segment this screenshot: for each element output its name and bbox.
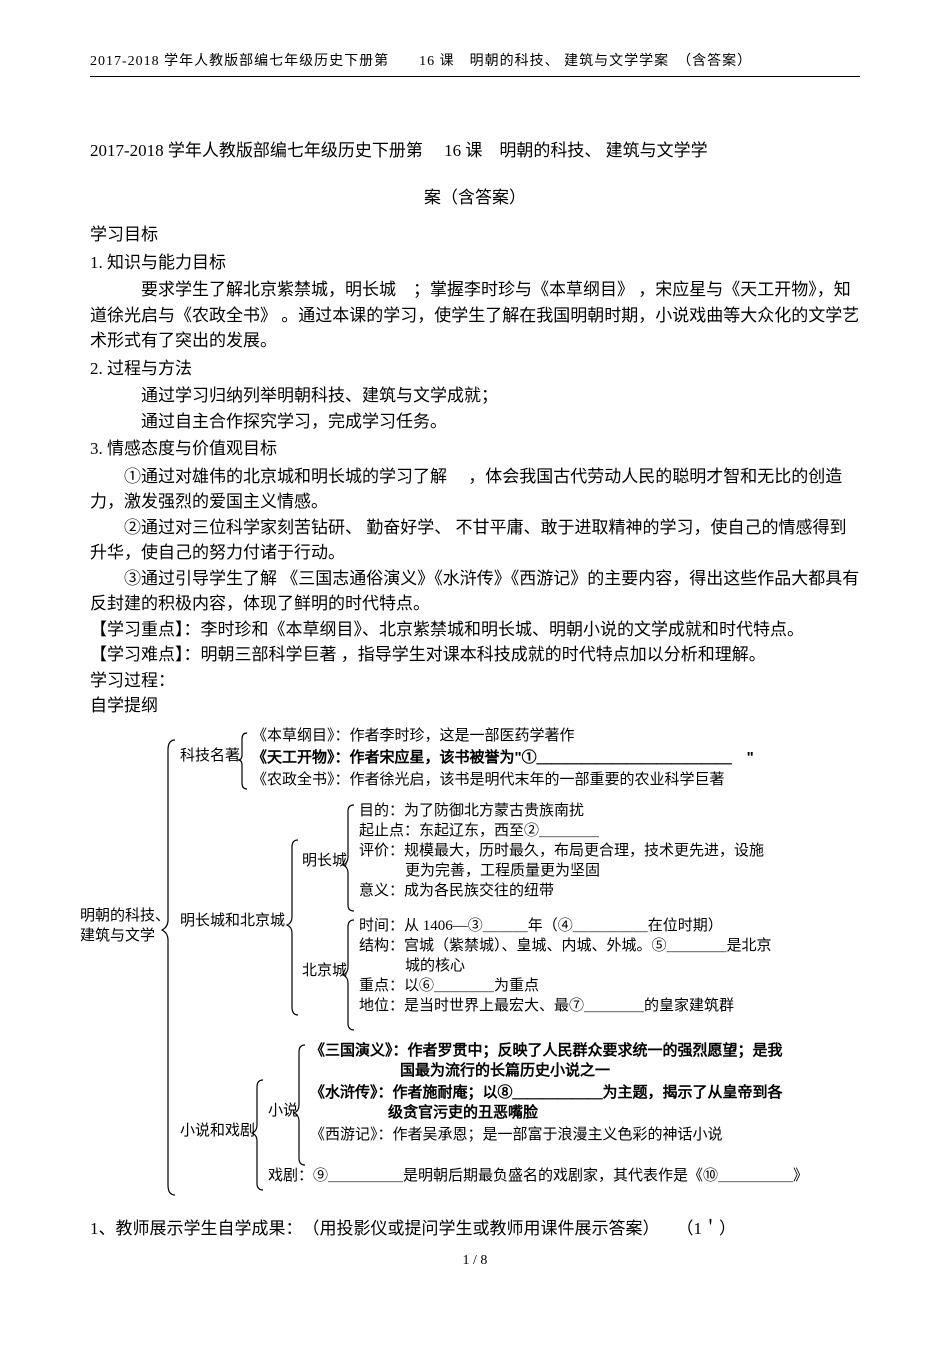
tree-root-line1: 明朝的科技、 xyxy=(80,907,170,924)
tech-item-1: 《本草纲目》：作者李时珍，这是一部医药学著作 xyxy=(252,727,575,744)
branch-tech: 科技名著 xyxy=(180,747,240,764)
goal-2-text-2: 通过自主合作探究学习，完成学习任务。 xyxy=(90,409,860,435)
drama-line: 戏剧：⑨＿＿＿＿＿是明朝后期最负盛名的戏剧家，其代表作是《⑩＿＿＿＿＿》 xyxy=(268,1167,808,1184)
wall-item-3a: 评价：规模最大，历时最久，布局更合理，技术更先进，设施 xyxy=(359,842,764,859)
wall-city-bracket xyxy=(287,840,298,1015)
beijing-item-4: 地位：是当时世界上最宏大、最⑦＿＿＿＿的皇家建筑群 xyxy=(359,997,734,1014)
page: 2017-2018 学年人教版部编七年级历史下册第 16 课 明朝的科技、 建筑… xyxy=(0,0,950,1299)
goal-2-heading: 2. 过程与方法 xyxy=(90,356,860,382)
outline-tree-diagram: 明朝的科技、 建筑与文学 科技名著 《本草纲目》：作者李时珍，这是一部医药学著作… xyxy=(80,725,860,1210)
keypoint: 【学习重点】：李时珍和《本草纲目》、北京紫禁城和明长城、明朝小说的文学成就和时代… xyxy=(90,617,860,643)
outline-heading: 自学提纲 xyxy=(90,693,860,719)
novel-item-1b: 国最为流行的长篇历史小说之一 xyxy=(400,1061,610,1079)
goal-3-heading: 3. 情感态度与价值观目标 xyxy=(90,436,860,462)
goal-2-text-1: 通过学习归纳列举明朝科技、建筑与文学成就； xyxy=(90,383,860,409)
document-title-line2: 案（含答案） xyxy=(90,183,860,208)
branch-novel-drama: 小说和戏剧 xyxy=(180,1122,255,1139)
page-number: 1 / 8 xyxy=(90,1253,860,1269)
novel-item-1a: 《三国演义》：作者罗贯中；反映了人民群众要求统一的强烈愿望；是我 xyxy=(310,1041,783,1059)
goal-3-text-1: ①通过对雄伟的北京城和明长城的学习了解 ，体会我国古代劳动人民的聪明才智和无比的… xyxy=(90,464,860,515)
tree-root-line2: 建筑与文学 xyxy=(80,927,155,944)
novel-item-2b: 级贪官污吏的丑恶嘴脸 xyxy=(388,1103,539,1121)
beijing-item-3: 重点：以⑥＿＿＿＿为重点 xyxy=(359,977,539,994)
goal-3-text-3: ③通过引导学生了解 《三国志通俗演义》《水浒传》《西游记》的主要内容，得出这些作… xyxy=(90,566,860,617)
sub-great-wall: 明长城 xyxy=(302,852,347,869)
sub-beijing: 北京城 xyxy=(302,962,347,979)
study-goal-heading: 学习目标 xyxy=(90,222,860,248)
novel-item-2a: 《水浒传》：作者施耐庵；以⑧＿＿＿＿＿＿为主题，揭示了从皇帝到各 xyxy=(310,1083,784,1101)
wall-item-2: 起止点：东起辽东，西至②＿＿＿＿ xyxy=(359,822,599,839)
branch-wall-city: 明长城和北京城 xyxy=(180,912,285,929)
goal-1-text: 要求学生了解北京紫禁城，明长城 ；掌握李时珍与《本草纲目》 ，宋应星与《天工开物… xyxy=(90,277,860,354)
wall-item-4: 意义：成为各民族交往的纽带 xyxy=(359,881,554,899)
wall-item-1: 目的：为了防御北方蒙古贵族南扰 xyxy=(359,802,584,819)
root-bracket xyxy=(162,740,175,1195)
beijing-item-1: 时间：从 1406—③＿＿＿年（④＿＿＿＿＿在位时期） xyxy=(359,917,723,934)
sub-novel: 小说 xyxy=(268,1102,298,1119)
wall-item-3b: 更为完善，工程质量更为坚固 xyxy=(405,862,600,879)
page-header: 2017-2018 学年人教版部编七年级历史下册第 16 课 明朝的科技、 建筑… xyxy=(90,50,860,77)
novel-item-3: 《西游记》：作者吴承恩；是一部富于浪漫主义色彩的神话小说 xyxy=(310,1125,723,1143)
tech-item-3: 《农政全书》：作者徐光启，该书是明代末年的一部重要的农业科学巨著 xyxy=(252,770,725,788)
process-heading: 学习过程： xyxy=(90,668,860,694)
teacher-show-line: 1、教师展示学生自学成果： （用投影仪或提问学生或教师用课件展示答案） （1＇） xyxy=(90,1216,860,1242)
beijing-item-2a: 结构：宫城（紫禁城）、皇城、内城、外城。⑤＿＿＿＿是北京 xyxy=(359,937,772,954)
document-title-line1: 2017-2018 学年人教版部编七年级历史下册第 16 课 明朝的科技、 建筑… xyxy=(90,132,860,169)
beijing-item-2b: 城的核心 xyxy=(405,957,465,974)
difficulty: 【学习难点】：明朝三部科学巨著 ，指导学生对课本科技成就的时代特点加以分析和理解… xyxy=(90,642,860,668)
goal-1-heading: 1. 知识与能力目标 xyxy=(90,250,860,276)
tech-item-2: 《天工开物》：作者宋应星，该书被誉为"①＿＿＿＿＿＿＿＿＿＿＿＿＿ " xyxy=(252,748,754,766)
goal-3-text-2: ②通过对三位科学家刻苦钻研、 勤奋好学、 不甘平庸、敢于进取精神的学习，使自己的… xyxy=(90,515,860,566)
